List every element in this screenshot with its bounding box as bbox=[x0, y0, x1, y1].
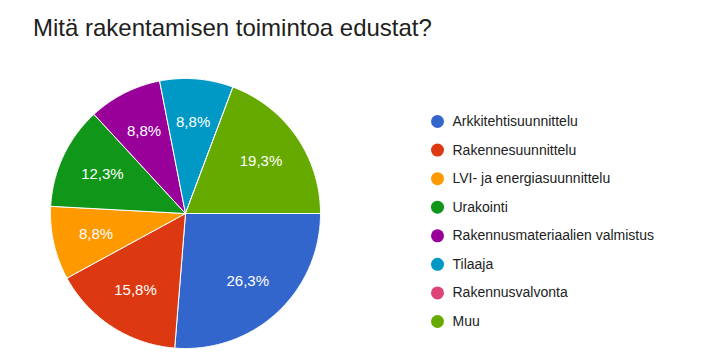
svg-text:8,8%: 8,8% bbox=[127, 122, 161, 139]
svg-text:Urakointi: Urakointi bbox=[453, 199, 508, 215]
svg-text:Rakennusmateriaalien valmistus: Rakennusmateriaalien valmistus bbox=[453, 227, 655, 243]
svg-text:8,8%: 8,8% bbox=[176, 113, 210, 130]
html-text:Mitä rakentamisen toimintoa ed: Mitä rakentamisen toimintoa edustat? bbox=[33, 14, 432, 41]
svg-text:19,3%: 19,3% bbox=[240, 152, 283, 169]
svg-text:12,3%: 12,3% bbox=[81, 165, 124, 182]
svg-text:Arkkitehtisuunnittelu: Arkkitehtisuunnittelu bbox=[453, 113, 578, 129]
svg-text:Muu: Muu bbox=[453, 313, 480, 329]
svg-text:LVI- ja energiasuunnittelu: LVI- ja energiasuunnittelu bbox=[453, 170, 611, 186]
svg-text:Tilaaja: Tilaaja bbox=[453, 256, 494, 272]
svg-text:Rakennesuunnittelu: Rakennesuunnittelu bbox=[453, 142, 577, 158]
svg-text:26,3%: 26,3% bbox=[226, 272, 269, 289]
svg-text:8,8%: 8,8% bbox=[79, 225, 113, 242]
svg-text:15,8%: 15,8% bbox=[114, 281, 157, 298]
svg-text:Rakennusvalvonta: Rakennusvalvonta bbox=[453, 284, 568, 300]
